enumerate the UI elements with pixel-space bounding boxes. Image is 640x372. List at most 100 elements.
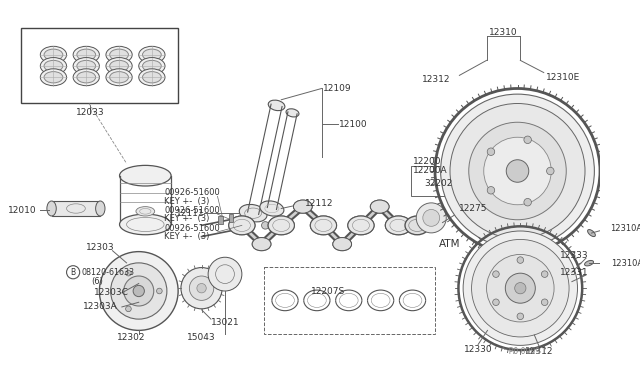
Ellipse shape <box>348 216 374 235</box>
Circle shape <box>423 209 440 226</box>
Ellipse shape <box>584 260 593 266</box>
Circle shape <box>111 263 167 319</box>
Ellipse shape <box>44 49 63 60</box>
Circle shape <box>515 283 526 294</box>
Text: 12310: 12310 <box>489 28 518 37</box>
Circle shape <box>541 271 548 278</box>
Ellipse shape <box>228 216 255 235</box>
Ellipse shape <box>385 216 412 235</box>
Circle shape <box>487 186 495 194</box>
Text: 12303: 12303 <box>86 243 115 252</box>
Circle shape <box>547 167 554 175</box>
Ellipse shape <box>73 46 99 63</box>
Text: (6): (6) <box>91 277 103 286</box>
Text: 12312: 12312 <box>525 346 554 356</box>
Ellipse shape <box>294 200 312 213</box>
Ellipse shape <box>252 238 271 251</box>
Circle shape <box>416 203 446 233</box>
Ellipse shape <box>77 72 95 83</box>
Text: 12275: 12275 <box>460 204 488 213</box>
Circle shape <box>524 136 531 144</box>
Text: 15043: 15043 <box>188 333 216 342</box>
Circle shape <box>189 276 214 300</box>
Circle shape <box>237 222 244 229</box>
Ellipse shape <box>109 60 129 72</box>
Text: 12100: 12100 <box>339 120 368 129</box>
Text: 12033: 12033 <box>76 108 104 118</box>
Text: KEY +-  (3): KEY +- (3) <box>164 214 209 223</box>
Circle shape <box>493 299 499 305</box>
Text: 12331: 12331 <box>560 268 589 277</box>
Bar <box>218 216 223 224</box>
Circle shape <box>468 122 566 220</box>
Text: 12312: 12312 <box>422 75 450 84</box>
Circle shape <box>125 270 131 276</box>
Text: 12310A: 12310A <box>610 224 640 233</box>
Ellipse shape <box>73 69 99 86</box>
Text: 12010: 12010 <box>8 206 36 215</box>
Ellipse shape <box>228 216 255 235</box>
Text: KEY +-  (3): KEY +- (3) <box>164 232 209 241</box>
Ellipse shape <box>310 216 337 235</box>
Text: 12303C: 12303C <box>93 288 129 297</box>
Bar <box>20 29 178 103</box>
Circle shape <box>463 231 577 345</box>
Ellipse shape <box>588 230 595 237</box>
Circle shape <box>493 271 499 278</box>
Ellipse shape <box>120 166 171 186</box>
Circle shape <box>440 94 595 248</box>
Circle shape <box>208 257 242 291</box>
Circle shape <box>450 103 585 238</box>
Ellipse shape <box>333 238 351 251</box>
Ellipse shape <box>405 216 429 235</box>
Ellipse shape <box>40 69 67 86</box>
Text: 12112: 12112 <box>305 199 333 208</box>
Ellipse shape <box>294 200 312 213</box>
Text: B: B <box>70 268 76 277</box>
Ellipse shape <box>47 201 56 216</box>
Circle shape <box>484 137 551 205</box>
Text: 12109: 12109 <box>323 84 352 93</box>
Circle shape <box>124 276 154 306</box>
Ellipse shape <box>77 60 95 72</box>
Text: 12200: 12200 <box>413 157 441 166</box>
Text: 08120-61633: 08120-61633 <box>81 268 134 277</box>
Ellipse shape <box>40 46 67 63</box>
Circle shape <box>157 288 162 294</box>
Text: 12303A: 12303A <box>83 302 117 311</box>
Text: 13021: 13021 <box>211 318 239 327</box>
Ellipse shape <box>239 205 267 222</box>
Text: 12333: 12333 <box>560 251 589 260</box>
Circle shape <box>541 299 548 305</box>
Ellipse shape <box>73 58 99 74</box>
Ellipse shape <box>106 46 132 63</box>
Ellipse shape <box>286 109 299 117</box>
Ellipse shape <box>260 201 284 216</box>
Ellipse shape <box>106 58 132 74</box>
Text: 12310E: 12310E <box>546 73 580 82</box>
Text: 32202: 32202 <box>425 179 453 188</box>
Circle shape <box>133 285 145 296</box>
Bar <box>228 214 234 222</box>
Text: 12111: 12111 <box>176 209 204 218</box>
Ellipse shape <box>109 49 129 60</box>
Ellipse shape <box>333 238 351 251</box>
Circle shape <box>506 273 535 303</box>
Bar <box>264 267 435 334</box>
Ellipse shape <box>109 72 129 83</box>
Bar <box>411 166 460 196</box>
Ellipse shape <box>120 214 171 235</box>
Ellipse shape <box>143 60 161 72</box>
Ellipse shape <box>268 216 294 235</box>
Ellipse shape <box>44 60 63 72</box>
Text: 00926-51600: 00926-51600 <box>164 206 220 215</box>
Circle shape <box>197 283 206 293</box>
Circle shape <box>125 306 131 312</box>
Circle shape <box>99 251 178 330</box>
Ellipse shape <box>371 200 389 213</box>
Circle shape <box>517 313 524 320</box>
Bar <box>52 201 100 216</box>
Circle shape <box>181 267 222 309</box>
Ellipse shape <box>268 100 285 110</box>
Ellipse shape <box>348 216 374 235</box>
